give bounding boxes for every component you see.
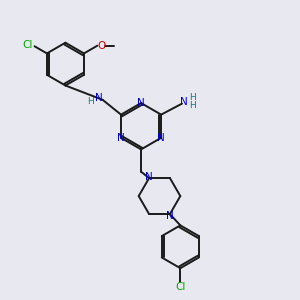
Text: Cl: Cl (175, 282, 185, 292)
Text: N: N (117, 133, 125, 143)
Text: N: N (137, 98, 145, 108)
Text: N: N (145, 172, 153, 182)
Text: Cl: Cl (23, 40, 33, 50)
Text: H: H (87, 97, 94, 106)
Text: N: N (166, 211, 174, 220)
Text: H: H (190, 94, 196, 103)
Text: N: N (157, 133, 165, 143)
Text: H: H (190, 101, 196, 110)
Text: N: N (180, 97, 188, 106)
Text: N: N (95, 93, 103, 103)
Text: O: O (98, 41, 106, 51)
